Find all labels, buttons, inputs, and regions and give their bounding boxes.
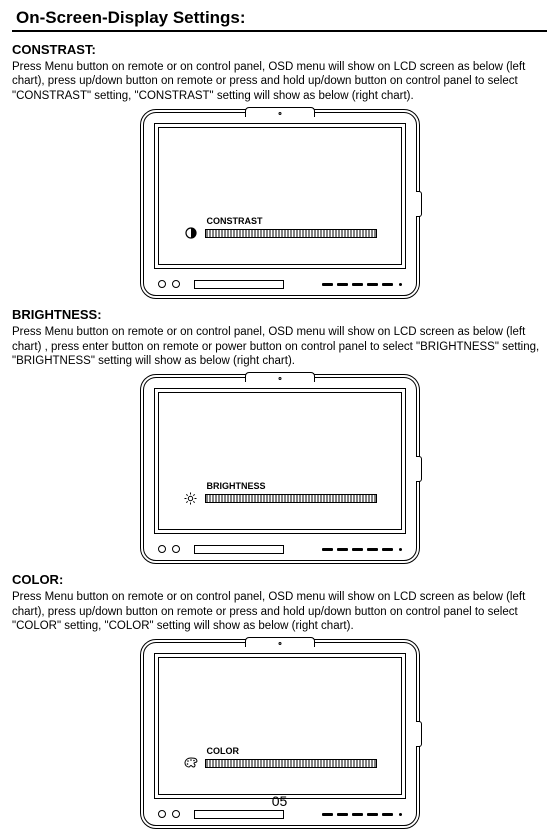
osd-bar — [205, 759, 377, 768]
osd-label-color: COLOR — [207, 746, 377, 756]
desc-color: Press Menu button on remote or on contro… — [12, 590, 547, 633]
section-brightness: BRIGHTNESS: Press Menu button on remote … — [12, 307, 547, 564]
panel-button — [172, 810, 180, 818]
ir-window — [194, 545, 284, 554]
desc-contrast: Press Menu button on remote or on contro… — [12, 60, 547, 103]
panel-button — [172, 280, 180, 288]
page-title: On-Screen-Display Settings: — [12, 8, 547, 32]
panel-controls — [322, 283, 402, 286]
osd-bar — [205, 229, 377, 238]
section-contrast: CONSTRAST: Press Menu button on remote o… — [12, 42, 547, 299]
page-number: 05 — [272, 793, 288, 809]
contrast-icon — [183, 227, 199, 239]
color-icon — [183, 757, 199, 769]
monitor-figure-contrast: CONSTRAST — [12, 109, 547, 299]
osd-label-contrast: CONSTRAST — [207, 216, 377, 226]
brightness-icon — [183, 492, 199, 504]
osd-label-brightness: BRIGHTNESS — [207, 481, 377, 491]
panel-controls — [322, 813, 402, 816]
desc-brightness: Press Menu button on remote or on contro… — [12, 325, 547, 368]
monitor-figure-brightness: BRIGHTNESS — [12, 374, 547, 564]
heading-color: COLOR: — [12, 572, 547, 587]
panel-controls — [322, 548, 402, 551]
section-color: COLOR: Press Menu button on remote or on… — [12, 572, 547, 829]
osd-bar — [205, 494, 377, 503]
heading-contrast: CONSTRAST: — [12, 42, 547, 57]
heading-brightness: BRIGHTNESS: — [12, 307, 547, 322]
ir-window — [194, 810, 284, 819]
panel-button — [172, 545, 180, 553]
panel-button — [158, 280, 166, 288]
panel-button — [158, 545, 166, 553]
panel-button — [158, 810, 166, 818]
ir-window — [194, 280, 284, 289]
